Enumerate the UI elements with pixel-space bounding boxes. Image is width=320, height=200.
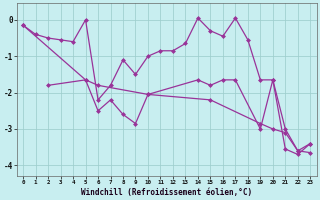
- X-axis label: Windchill (Refroidissement éolien,°C): Windchill (Refroidissement éolien,°C): [81, 188, 252, 197]
